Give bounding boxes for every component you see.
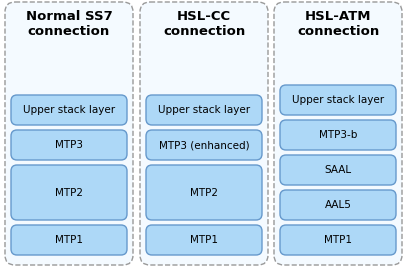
FancyBboxPatch shape [140, 2, 268, 265]
FancyBboxPatch shape [280, 225, 396, 255]
Text: Upper stack layer: Upper stack layer [158, 105, 250, 115]
Text: MTP2: MTP2 [55, 187, 83, 198]
FancyBboxPatch shape [146, 95, 262, 125]
FancyBboxPatch shape [280, 120, 396, 150]
Text: Upper stack layer: Upper stack layer [23, 105, 115, 115]
FancyBboxPatch shape [11, 130, 127, 160]
FancyBboxPatch shape [146, 165, 262, 220]
Text: Normal SS7
connection: Normal SS7 connection [26, 10, 112, 38]
Text: AAL5: AAL5 [324, 200, 351, 210]
Text: MTP3 (enhanced): MTP3 (enhanced) [159, 140, 249, 150]
FancyBboxPatch shape [11, 95, 127, 125]
FancyBboxPatch shape [146, 130, 262, 160]
Text: MTP1: MTP1 [324, 235, 352, 245]
Text: HSL-CC
connection: HSL-CC connection [163, 10, 245, 38]
FancyBboxPatch shape [274, 2, 402, 265]
FancyBboxPatch shape [280, 155, 396, 185]
Text: MTP1: MTP1 [55, 235, 83, 245]
Text: HSL-ATM
connection: HSL-ATM connection [297, 10, 379, 38]
FancyBboxPatch shape [280, 190, 396, 220]
Text: MTP2: MTP2 [190, 187, 218, 198]
Text: MTP3: MTP3 [55, 140, 83, 150]
FancyBboxPatch shape [11, 165, 127, 220]
Text: MTP1: MTP1 [190, 235, 218, 245]
Text: Upper stack layer: Upper stack layer [292, 95, 384, 105]
FancyBboxPatch shape [11, 225, 127, 255]
FancyBboxPatch shape [280, 85, 396, 115]
FancyBboxPatch shape [146, 225, 262, 255]
FancyBboxPatch shape [5, 2, 133, 265]
Text: SAAL: SAAL [324, 165, 352, 175]
Text: MTP3-b: MTP3-b [319, 130, 357, 140]
